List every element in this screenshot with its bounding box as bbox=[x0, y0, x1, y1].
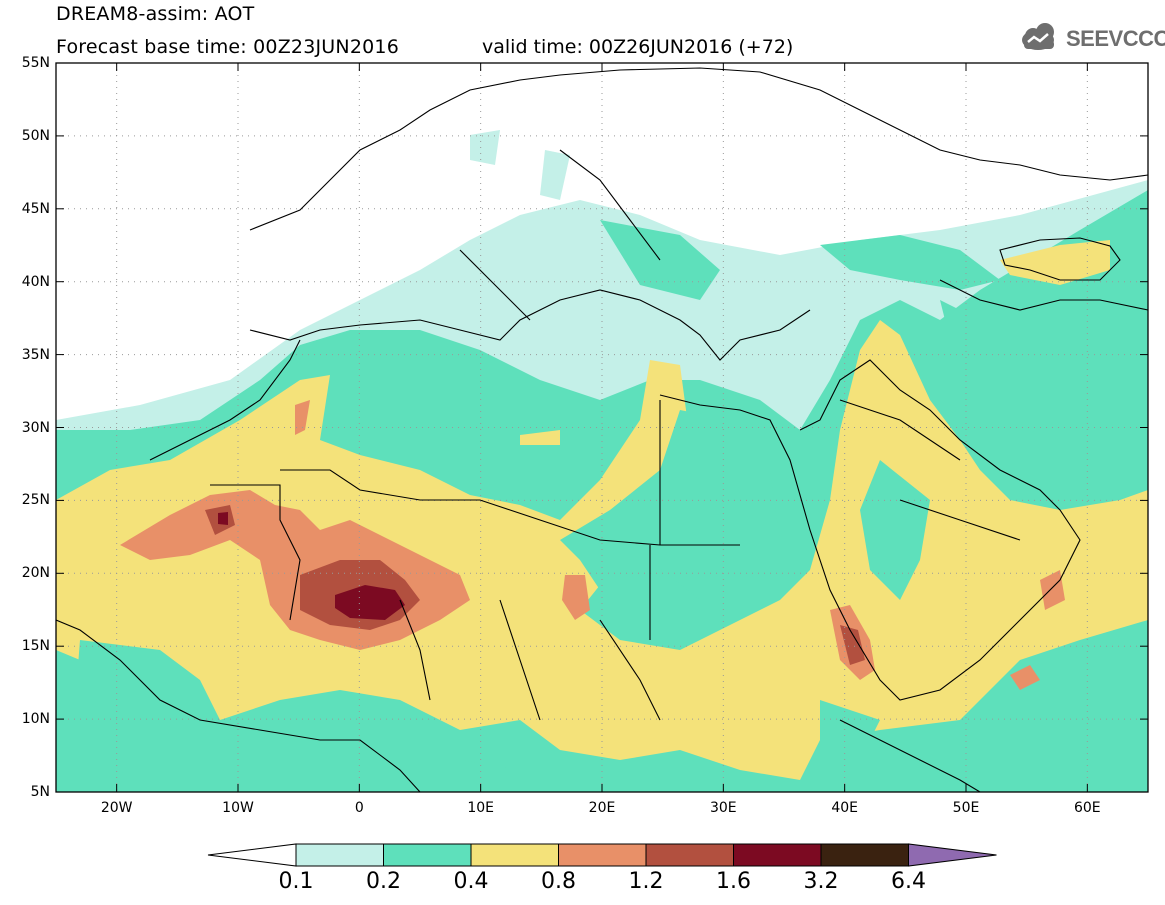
colorbar bbox=[207, 843, 997, 867]
lon-label: 10E bbox=[467, 800, 494, 816]
lat-label: 5N bbox=[30, 784, 50, 800]
lon-label: 10W bbox=[222, 800, 254, 816]
lat-label: 40N bbox=[21, 273, 50, 290]
colorbar-level-label: 0.1 bbox=[278, 869, 314, 894]
map-ticks bbox=[56, 62, 1148, 793]
colorbar-level-label: 1.2 bbox=[628, 869, 664, 894]
colorbar-max-arrow bbox=[908, 843, 997, 867]
colorbar-level-label: 0.2 bbox=[366, 869, 401, 894]
colorbar-segment bbox=[295, 843, 384, 867]
colorbar-level-label: 0.4 bbox=[453, 869, 489, 894]
lon-label: 40E bbox=[831, 800, 858, 816]
lon-label: 0 bbox=[354, 800, 364, 816]
colorbar-level-label: 3.2 bbox=[803, 869, 839, 894]
lat-label: 45N bbox=[21, 200, 50, 217]
map-title: DREAM8-assim: AOT bbox=[56, 3, 255, 25]
colorbar-segment bbox=[558, 843, 647, 867]
colorbar-level-label: 6.4 bbox=[891, 869, 926, 894]
lat-label: 50N bbox=[21, 127, 50, 144]
lon-label: 20E bbox=[588, 800, 616, 816]
colorbar-min-arrow bbox=[207, 843, 297, 867]
colorbar-segment bbox=[733, 843, 822, 867]
colorbar-segment bbox=[820, 843, 909, 867]
lon-label: 20W bbox=[100, 800, 133, 816]
map-grid bbox=[56, 63, 1148, 792]
colorbar-segment bbox=[645, 843, 734, 867]
lon-label: 30E bbox=[709, 800, 737, 816]
colorbar-segment bbox=[383, 843, 472, 867]
cloud-icon bbox=[1022, 23, 1054, 50]
lat-label: 25N bbox=[21, 492, 50, 509]
colorbar-segment bbox=[470, 843, 559, 867]
lon-label: 50E bbox=[952, 800, 980, 816]
lon-label: 60E bbox=[1073, 800, 1101, 816]
valid-time: valid time: 00Z26JUN2016 (+72) bbox=[482, 36, 794, 58]
lat-label: 20N bbox=[21, 565, 50, 582]
lat-label: 30N bbox=[21, 419, 50, 436]
lat-label: 15N bbox=[21, 638, 50, 655]
forecast-base-time: Forecast base time: 00Z23JUN2016 bbox=[56, 36, 399, 58]
lat-label: 35N bbox=[21, 346, 50, 363]
lat-label: 55N bbox=[21, 55, 50, 71]
aot-field bbox=[56, 63, 1148, 792]
colorbar-level-label: 1.6 bbox=[716, 869, 751, 894]
logo-text: SEEVCCC bbox=[1066, 26, 1165, 51]
lat-label: 10N bbox=[21, 711, 50, 728]
colorbar-level-label: 0.8 bbox=[541, 869, 576, 894]
